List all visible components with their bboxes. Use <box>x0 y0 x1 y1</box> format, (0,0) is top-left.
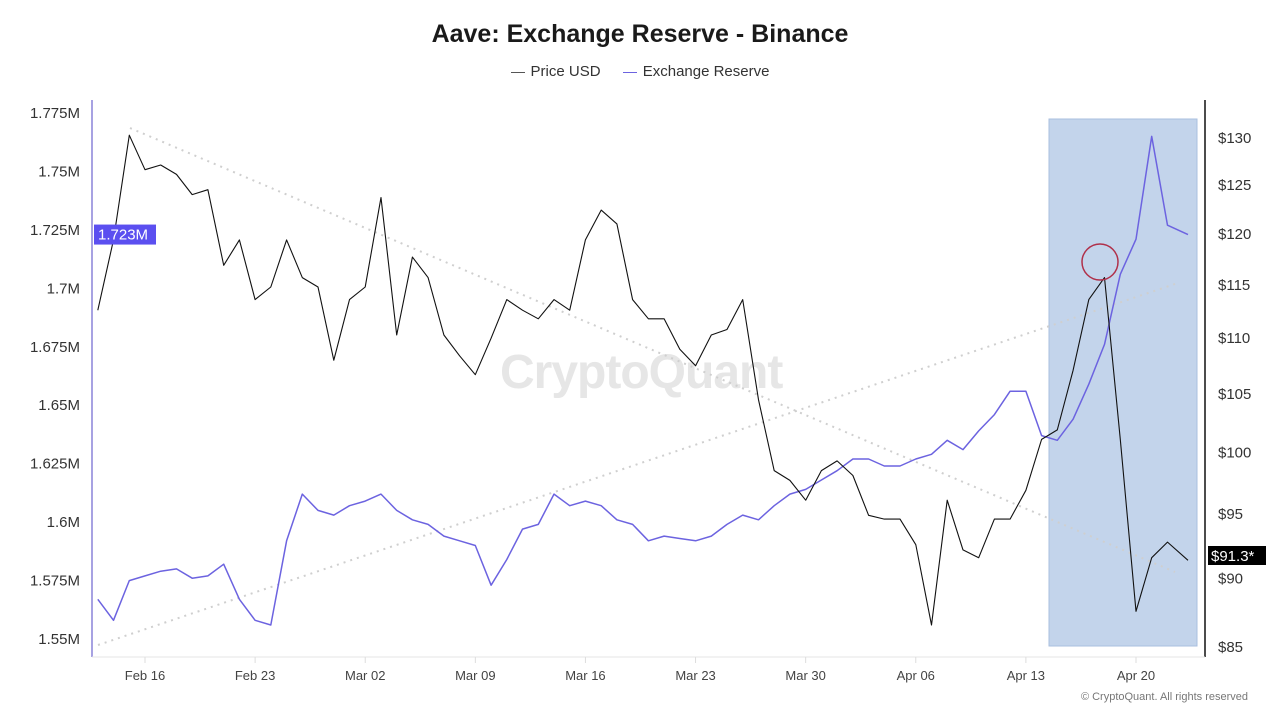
legend: Price USD Exchange Reserve <box>0 63 1280 80</box>
plot-lines <box>97 134 1189 626</box>
x-tick-label: Apr 20 <box>1117 668 1155 683</box>
right-tick-label: $130 <box>1218 130 1251 147</box>
left-tick-label: 1.7M <box>47 280 80 297</box>
right-tick-label: $105 <box>1218 386 1251 403</box>
legend-swatch-reserve <box>622 71 637 73</box>
right-tick-label: $110 <box>1218 330 1250 347</box>
left-current-value-badge <box>94 224 156 245</box>
legend-item-price[interactable]: Price USD <box>510 63 601 80</box>
left-tick-label: 1.725M <box>30 222 80 239</box>
x-tick-label: Feb 16 <box>125 668 165 683</box>
legend-label-price: Price USD <box>530 63 601 80</box>
right-tick-label: $85 <box>1218 639 1243 656</box>
left-tick-label: 1.75M <box>38 163 80 180</box>
left-current-value: 1.723M <box>98 227 148 244</box>
legend-item-reserve[interactable]: Exchange Reserve <box>622 63 770 80</box>
right-tick-label: $115 <box>1218 277 1250 294</box>
x-tick-label: Mar 30 <box>785 668 825 683</box>
right-current-value-badge <box>1208 546 1266 565</box>
x-tick-label: Apr 13 <box>1007 668 1045 683</box>
right-tick-label: $90 <box>1218 571 1243 588</box>
x-tick-label: Mar 02 <box>345 668 385 683</box>
x-tick-label: Mar 23 <box>675 668 715 683</box>
x-tick-label: Mar 09 <box>455 668 495 683</box>
x-tick-label: Mar 16 <box>565 668 605 683</box>
chart-title: Aave: Exchange Reserve - Binance <box>431 20 849 48</box>
series-line-reserve <box>97 135 1189 626</box>
left-tick-label: 1.575M <box>30 573 80 590</box>
x-tick-label: Feb 23 <box>235 668 275 683</box>
copyright: © CryptoQuant. All rights reserved <box>1080 691 1248 703</box>
right-tick-label: $125 <box>1218 177 1251 194</box>
left-tick-label: 1.625M <box>30 456 80 473</box>
legend-label-reserve: Exchange Reserve <box>642 63 770 80</box>
left-tick-label: 1.775M <box>30 105 80 122</box>
trendline-down <box>129 127 1176 573</box>
watermark: CryptoQuant <box>500 346 783 399</box>
left-tick-label: 1.675M <box>30 339 80 356</box>
right-tick-label: $100 <box>1218 444 1251 461</box>
right-tick-label: $95 <box>1218 506 1243 523</box>
right-current-value: $91.3* <box>1211 548 1255 565</box>
legend-swatch-price <box>510 71 525 73</box>
right-tick-label: $120 <box>1218 226 1251 243</box>
left-tick-label: 1.6M <box>47 514 80 531</box>
highlight-region <box>1048 118 1198 647</box>
left-tick-label: 1.55M <box>38 631 80 648</box>
peak-circle <box>1081 243 1119 281</box>
left-tick-label: 1.65M <box>38 397 80 414</box>
x-tick-label: Apr 06 <box>897 668 935 683</box>
series-line-price <box>97 134 1189 626</box>
trendline-up <box>97 282 1179 646</box>
